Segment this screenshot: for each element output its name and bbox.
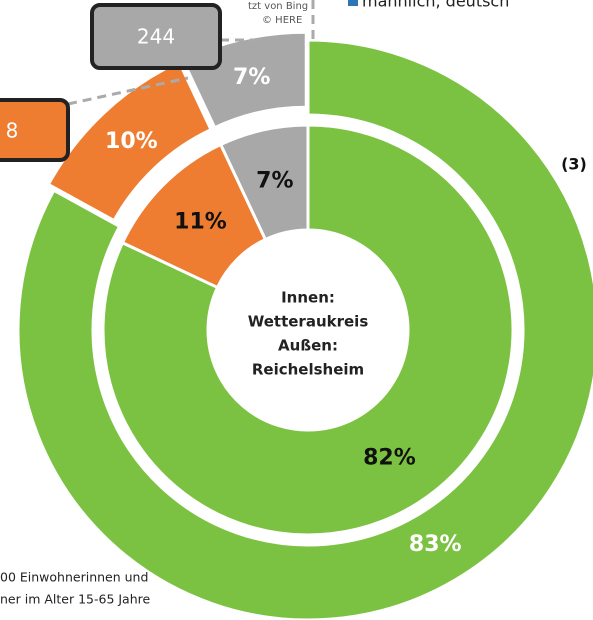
- callout-box: [90, 3, 222, 70]
- value-label: 7%: [256, 169, 293, 194]
- center-label: Reichelsheim: [252, 361, 364, 379]
- value-label: 83%: [409, 532, 462, 557]
- callout-label: 244: [137, 25, 175, 49]
- callout-box: [0, 98, 70, 162]
- side-label: (3): [561, 155, 587, 174]
- legend-swatch: [348, 0, 358, 6]
- center-label: Innen:: [281, 289, 335, 307]
- center-label: Außen:: [278, 337, 338, 355]
- map-credit: tzt von Bing: [248, 1, 308, 12]
- footnote: ner im Alter 15-65 Jahre: [0, 592, 151, 607]
- slice: [46, 59, 213, 223]
- value-label: 82%: [363, 445, 416, 470]
- donut-hole: [208, 230, 408, 430]
- footnote: 00 Einwohnerinnen und: [0, 570, 148, 585]
- value-label: 7%: [233, 65, 270, 90]
- slice: [16, 38, 593, 620]
- map-credit: © HERE: [262, 15, 302, 26]
- legend-label: männlich, deutsch: [362, 0, 509, 11]
- callout-label: 8: [6, 119, 19, 143]
- leader-line: [67, 76, 189, 106]
- value-label: 10%: [105, 129, 158, 154]
- value-label: 11%: [174, 210, 227, 235]
- center-label: Wetteraukreis: [248, 313, 369, 331]
